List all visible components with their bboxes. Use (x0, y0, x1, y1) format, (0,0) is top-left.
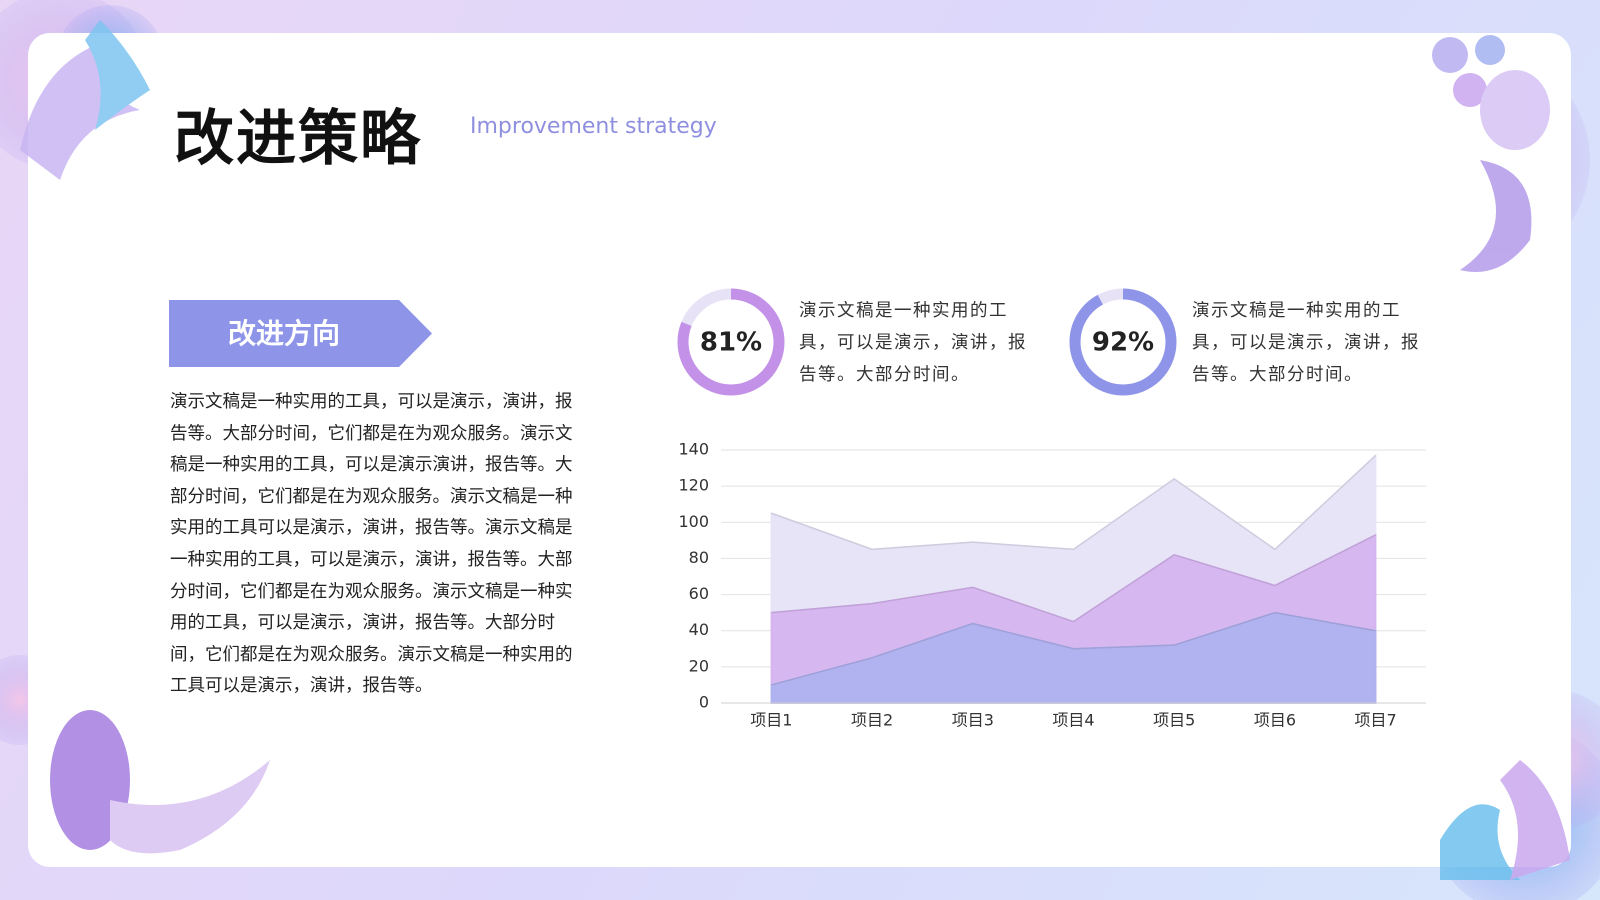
donut-arc (677, 288, 785, 396)
title: 改进策略 (174, 104, 422, 174)
donut-label: 92% (1092, 328, 1154, 358)
section-heading: 改进方向 (227, 317, 340, 350)
banner (169, 300, 432, 367)
body-text: 演示文稿是一种实用的工具，可以是演示，演讲，报告等。大部分时间，它们都是在为观众… (170, 392, 573, 697)
x-tick-label: 项目4 (1052, 711, 1094, 730)
y-tick-label: 40 (689, 620, 709, 639)
x-tick-label: 项目5 (1153, 711, 1195, 730)
x-tick-label: 项目1 (750, 711, 792, 730)
donut-arc (1069, 288, 1177, 396)
y-tick-label: 80 (689, 548, 709, 567)
area-line (771, 454, 1377, 551)
area-line (771, 611, 1376, 686)
y-tick-label: 60 (689, 584, 709, 603)
donut-label: 81% (700, 328, 762, 358)
subtitle: Improvement strategy (470, 114, 717, 139)
y-tick-label: 120 (678, 476, 709, 495)
x-tick-label: 项目7 (1355, 711, 1397, 730)
y-tick-label: 100 (678, 512, 709, 531)
x-tick-label: 项目6 (1254, 711, 1296, 730)
area-line (771, 534, 1376, 623)
x-tick-label: 项目3 (952, 711, 994, 730)
stat-text: 演示文稿是一种实用的工具，可以是演示，演讲，报告等。大部分时间。 (1192, 301, 1420, 385)
y-tick-label: 20 (689, 656, 709, 675)
stat-text: 演示文稿是一种实用的工具，可以是演示，演讲，报告等。大部分时间。 (799, 301, 1027, 385)
y-tick-label: 140 (678, 440, 709, 459)
y-tick-label: 0 (699, 693, 709, 712)
x-tick-label: 项目2 (851, 711, 893, 730)
